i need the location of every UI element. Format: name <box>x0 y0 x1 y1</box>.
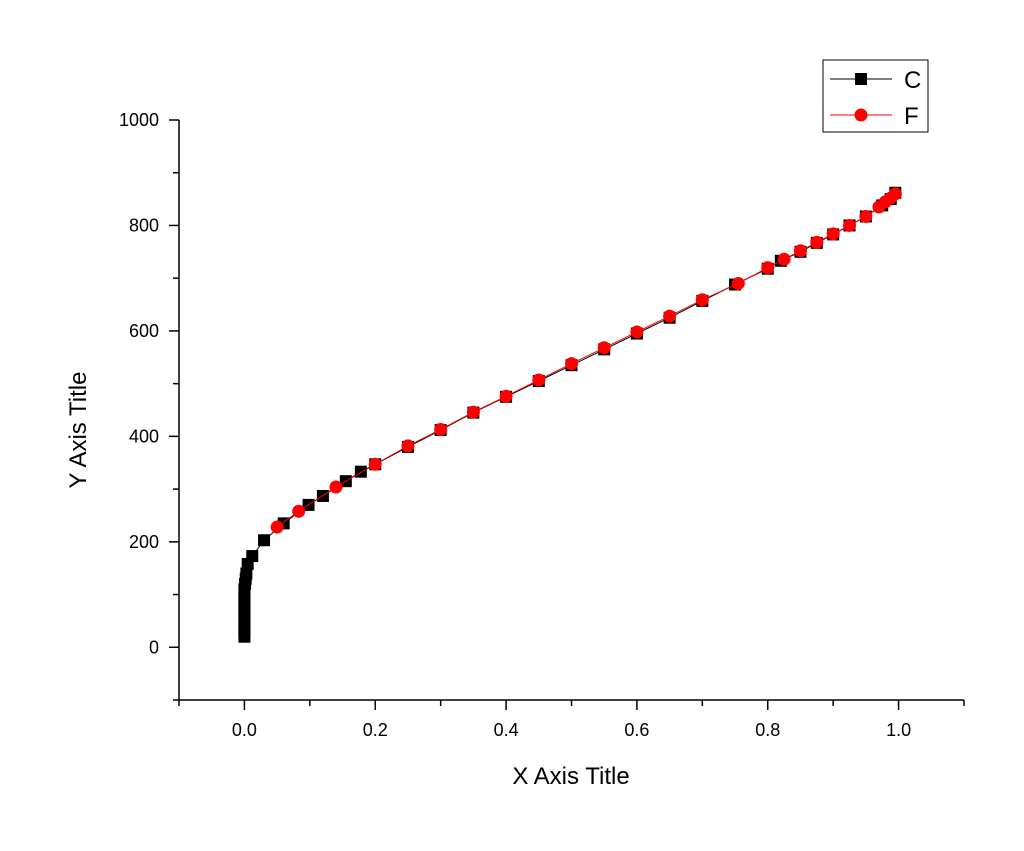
point-c <box>855 73 867 85</box>
series-f <box>270 187 902 534</box>
point-f <box>466 405 480 419</box>
point-f <box>826 227 840 241</box>
legend-item-f: F <box>830 103 919 130</box>
point-f <box>499 389 513 403</box>
line-c <box>243 192 896 637</box>
point-f <box>888 187 902 201</box>
point-f <box>761 261 775 275</box>
x-tick-label: 0.2 <box>363 720 388 740</box>
point-f <box>532 373 546 387</box>
point-f <box>401 439 415 453</box>
point-f <box>731 276 745 290</box>
y-tick-label: 1000 <box>119 110 159 130</box>
legend-box <box>822 59 929 133</box>
point-f <box>810 235 824 249</box>
x-tick-label: 0.0 <box>232 720 257 740</box>
legend: CF <box>822 59 929 133</box>
x-tick-label: 0.8 <box>755 720 780 740</box>
point-f <box>597 341 611 355</box>
point-f <box>329 480 343 494</box>
x-tick-label: 0.6 <box>624 720 649 740</box>
x-tick-label: 0.4 <box>494 720 519 740</box>
y-axis-title: Y Axis Title <box>65 372 92 489</box>
y-tick-label: 400 <box>129 426 159 446</box>
point-c <box>240 567 253 580</box>
x-ticks: 0.0 0.2 0.4 0.6 0.8 1.0 <box>178 700 965 740</box>
point-f <box>434 423 448 437</box>
legend-label: F <box>904 103 919 130</box>
y-tick-label: 800 <box>129 215 159 235</box>
point-f <box>777 252 791 266</box>
point-f <box>565 357 578 371</box>
x-tick-label: 1.0 <box>886 720 911 740</box>
point-c <box>258 534 271 547</box>
line-f <box>276 193 896 528</box>
point-c <box>354 465 367 478</box>
x-axis-title: X Axis Title <box>512 763 629 790</box>
point-f <box>292 504 306 518</box>
plot-area: 0.0 0.2 0.4 0.6 0.8 1.0 0 200 400 600 800 1000 <box>119 110 965 740</box>
point-f <box>368 457 382 471</box>
legend-item-c: C <box>830 67 921 94</box>
point-f <box>859 209 873 223</box>
point-f <box>630 325 644 339</box>
point-f <box>793 244 807 258</box>
legend-label: C <box>904 67 921 94</box>
point-f <box>843 218 857 232</box>
y-tick-label: 200 <box>129 532 159 552</box>
point-f <box>663 309 677 323</box>
y-ticks: 0 200 400 600 800 1000 <box>119 110 179 701</box>
series-layer <box>238 186 902 643</box>
point-f <box>854 108 868 122</box>
point-f <box>695 293 709 307</box>
y-tick-label: 600 <box>129 321 159 341</box>
point-f <box>270 520 284 534</box>
point-c <box>246 550 259 563</box>
y-tick-label: 0 <box>149 637 159 657</box>
